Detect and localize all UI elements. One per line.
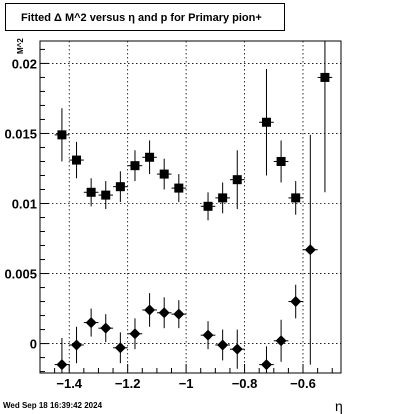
axis-ticks [39, 48, 333, 373]
square-data-point [127, 150, 143, 182]
diamond-data-point [54, 337, 70, 373]
square-data-point [259, 69, 274, 176]
tick-labels: −1.4 −1.2 −1 −0.8 −0.6 0 0.005 0.01 0.015 0.02 [4, 56, 315, 391]
diamond-data-point [303, 134, 318, 365]
diamond-marker [100, 322, 112, 334]
diamond-marker [231, 343, 243, 355]
square-data-point [288, 181, 304, 215]
square-marker [115, 182, 125, 192]
diamond-marker [290, 296, 302, 308]
chart-title: Fitted Δ M^2 versus η and p for Primary … [21, 12, 262, 24]
diamond-marker [173, 308, 185, 320]
diamond-data-point [156, 297, 172, 329]
x-tick-label: −1 [179, 376, 194, 391]
square-data-point [171, 174, 187, 203]
diamond-data-point [288, 284, 304, 319]
diamond-data-point [259, 346, 274, 373]
diamond-data-point [142, 293, 157, 327]
square-data-point [215, 182, 230, 214]
x-tick-label: −1.2 [115, 376, 141, 391]
square-marker [72, 155, 82, 165]
square-marker [145, 152, 155, 162]
square-marker [57, 130, 67, 140]
diamond-marker [129, 328, 141, 340]
diamond-marker [304, 244, 316, 256]
square-marker [203, 201, 213, 211]
diamond-data-point [200, 321, 216, 350]
y-tick-label: 0 [30, 337, 37, 352]
square-marker [218, 193, 228, 203]
diamond-data-point [273, 319, 289, 362]
data-marks [54, 41, 333, 373]
square-data-point [54, 108, 70, 162]
square-data-point [113, 171, 128, 203]
square-data-point [229, 150, 245, 210]
diamond-marker [260, 359, 272, 371]
grid [40, 41, 341, 373]
plot-border [39, 40, 342, 374]
x-tick-label: −0.6 [290, 376, 316, 391]
diamond-data-point [113, 332, 128, 364]
square-data-point [83, 178, 99, 207]
diamond-data-point [98, 314, 114, 343]
diamond-marker [217, 339, 229, 351]
diamond-data-point [83, 308, 99, 337]
plot-frame [39, 40, 342, 374]
x-tick-label: −0.8 [232, 376, 258, 391]
x-tick-label: −1.4 [56, 376, 82, 391]
square-marker [159, 169, 169, 179]
diamond-marker [202, 329, 214, 341]
square-marker [320, 72, 330, 82]
diamond-marker [85, 317, 97, 329]
diamond-marker [275, 335, 287, 347]
y-axis-label: M^2 [16, 38, 25, 54]
diamond-data-point [69, 326, 84, 364]
diamond-marker [56, 359, 68, 371]
diamond-data-point [215, 329, 230, 361]
square-marker [261, 117, 271, 127]
diamond-marker [144, 304, 156, 316]
diamond-marker [114, 342, 126, 354]
y-tick-label: 0.005 [4, 267, 37, 282]
square-marker [291, 193, 301, 203]
diamond-marker [158, 307, 170, 319]
square-marker [130, 161, 140, 171]
y-tick-label: 0.01 [12, 196, 37, 211]
diamond-data-point [171, 300, 187, 329]
y-tick-label: 0.015 [4, 126, 37, 141]
square-data-point [156, 158, 172, 190]
square-data-point [273, 140, 289, 183]
diamond-data-point [127, 318, 143, 350]
y-tick-label: 0.02 [12, 56, 37, 71]
title-box: Fitted Δ M^2 versus η and p for Primary … [5, 3, 285, 31]
diamond-data-point [229, 329, 245, 369]
square-marker [86, 187, 96, 197]
square-marker [232, 175, 242, 185]
square-data-point [142, 140, 157, 175]
square-data-point [98, 181, 114, 210]
timestamp: Wed Sep 18 16:39:42 2024 [3, 401, 103, 410]
square-marker [101, 190, 111, 200]
square-marker [276, 156, 286, 166]
square-marker [174, 183, 184, 193]
square-data-point [69, 141, 84, 179]
x-axis-label: η [335, 398, 343, 414]
square-data-point [317, 41, 333, 193]
diamond-marker [71, 339, 83, 351]
square-data-point [200, 192, 216, 221]
